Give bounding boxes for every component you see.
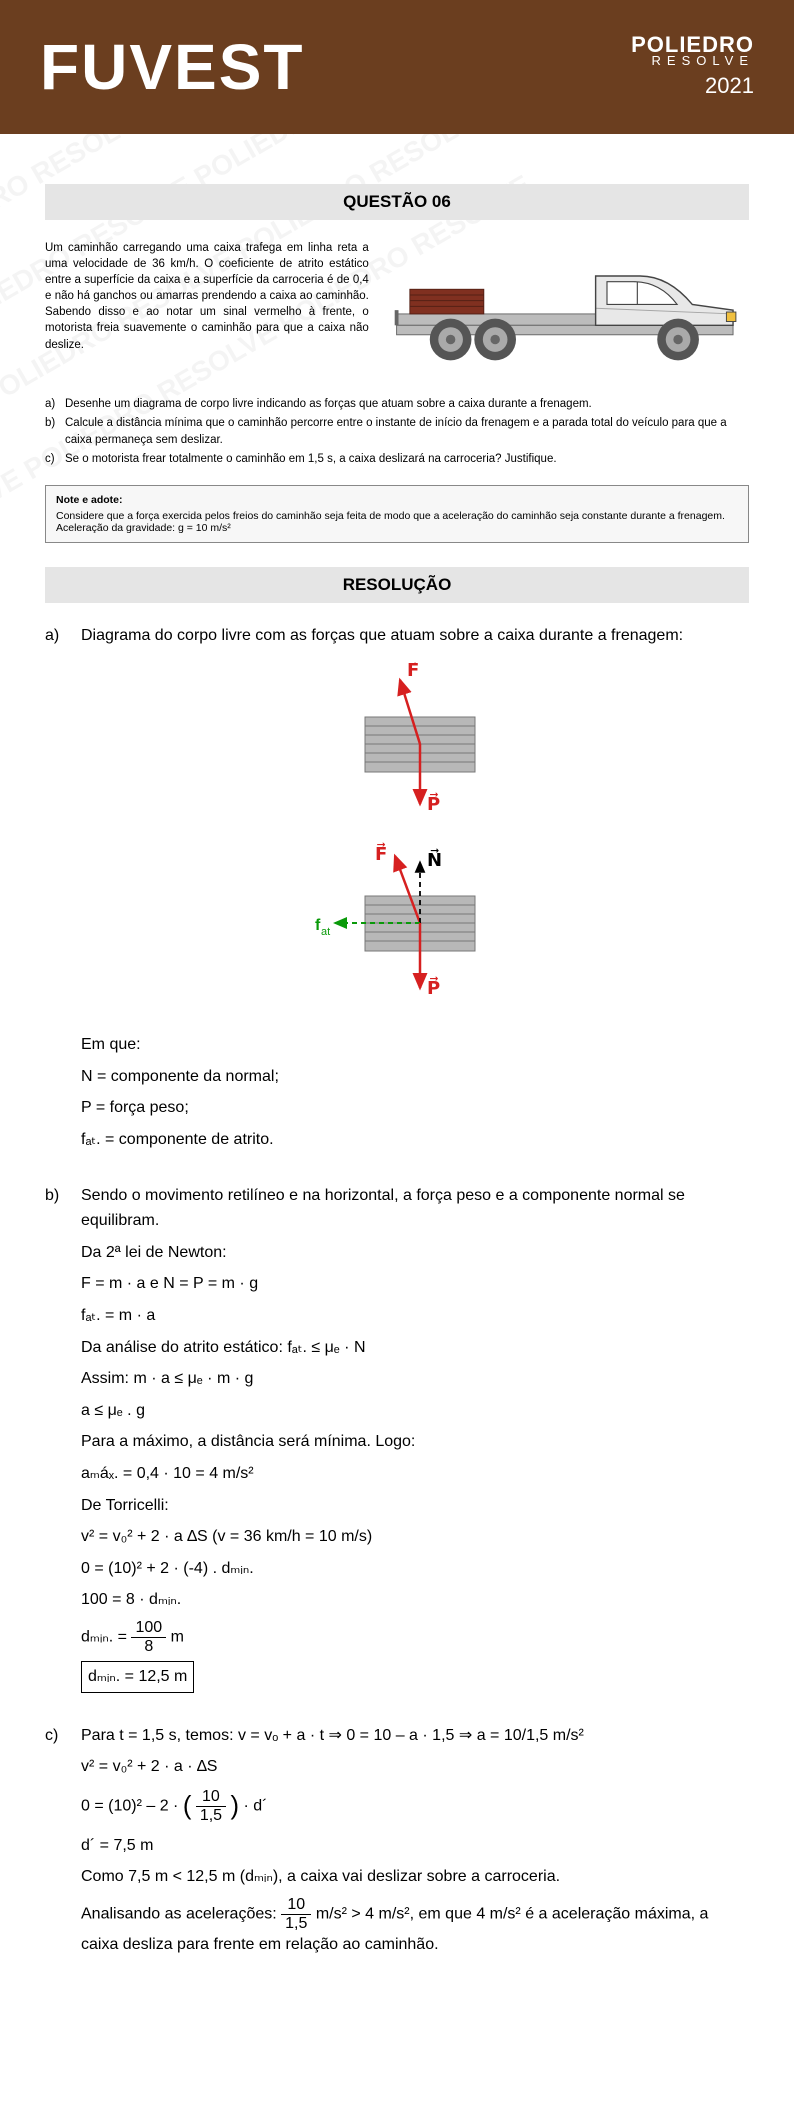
note-box: Note e adote: Considere que a força exer…	[45, 485, 749, 543]
svg-text:N⃗: N⃗	[427, 849, 442, 870]
answer-b-fraction: dₘᵢₙ. = 100 8 m	[81, 1619, 749, 1655]
item-label: b)	[45, 415, 65, 450]
exam-title: FUVEST	[40, 30, 304, 104]
answer-b-line: a ≤ μₑ . g	[81, 1398, 749, 1424]
brand-block: POLIEDRO RESOLVE 2021	[631, 35, 754, 100]
answer-a-legend: Em que: N = componente da normal; P = fo…	[81, 1032, 749, 1152]
answer-label: a)	[45, 623, 67, 1159]
question-item: c) Se o motorista frear totalmente o cam…	[45, 451, 749, 468]
answer-c-line: Como 7,5 m < 12,5 m (dₘᵢₙ), a caixa vai …	[81, 1864, 749, 1890]
answer-c-line: v² = v₀² + 2 · a · ∆S	[81, 1754, 749, 1780]
answer-b-line: 100 = 8 · dₘᵢₙ.	[81, 1587, 749, 1613]
question-items: a) Desenhe um diagrama de corpo livre in…	[45, 396, 749, 469]
note-title: Note e adote:	[56, 494, 738, 506]
answer-b-line: v² = v₀² + 2 · a ∆S (v = 36 km/h = 10 m/…	[81, 1524, 749, 1550]
answer-c-line: d´ = 7,5 m	[81, 1833, 749, 1859]
free-body-diagrams: F⃗ P⃗	[81, 662, 749, 1008]
svg-text:F⃗: F⃗	[375, 843, 387, 864]
item-text: Calcule a distância mínima que o caminhã…	[65, 415, 749, 450]
answer-b-result: dₘᵢₙ. = 12,5 m	[81, 1661, 194, 1693]
truck-illustration	[389, 240, 749, 378]
item-label: a)	[45, 396, 65, 413]
legend-line: P = força peso;	[81, 1095, 749, 1121]
answer-b-line: Para a máximo, a distância será mínima. …	[81, 1429, 749, 1455]
answer-b-line: Sendo o movimento retilíneo e na horizon…	[81, 1183, 749, 1234]
question-item: a) Desenhe um diagrama de corpo livre in…	[45, 396, 749, 413]
question-intro-row: Um caminhão carregando uma caixa trafega…	[45, 240, 749, 378]
answer-b-line: F = m · a e N = P = m · g	[81, 1271, 749, 1297]
svg-text:F⃗: F⃗	[407, 662, 419, 680]
answer-b: b) Sendo o movimento retilíneo e na hori…	[45, 1183, 749, 1699]
answer-b-line: 0 = (10)² + 2 · (-4) . dₘᵢₙ.	[81, 1556, 749, 1582]
brand-top: POLIEDRO	[631, 35, 754, 55]
item-text: Desenhe um diagrama de corpo livre indic…	[65, 396, 592, 413]
answer-b-line: Assim: m · a ≤ μₑ · m · g	[81, 1366, 749, 1392]
brand-year: 2021	[631, 73, 754, 99]
legend-title: Em que:	[81, 1032, 749, 1058]
answer-c-fraction-line: 0 = (10)² – 2 · ( 10 1,5 ) · d´	[81, 1786, 749, 1827]
svg-text:P⃗: P⃗	[427, 977, 440, 998]
page-header: FUVEST POLIEDRO RESOLVE 2021	[0, 0, 794, 134]
answer-a-intro: Diagrama do corpo livre com as forças qu…	[81, 623, 749, 649]
answer-b-line: aₘáₓ. = 0,4 · 10 = 4 m/s²	[81, 1461, 749, 1487]
question-item: b) Calcule a distância mínima que o cami…	[45, 415, 749, 450]
svg-text:at: at	[321, 926, 330, 938]
answer-a: a) Diagrama do corpo livre com as forças…	[45, 623, 749, 1159]
item-text: Se o motorista frear totalmente o caminh…	[65, 451, 557, 468]
answer-c-analise: Analisando as acelerações: 10 1,5 m/s² >…	[81, 1896, 749, 1958]
item-label: c)	[45, 451, 65, 468]
answer-b-line: fₐₜ. = m · a	[81, 1303, 749, 1329]
answer-c-line: Para t = 1,5 s, temos: v = vₒ + a · t ⇒ …	[81, 1723, 749, 1749]
answer-c: c) Para t = 1,5 s, temos: v = vₒ + a · t…	[45, 1723, 749, 1964]
answer-label: b)	[45, 1183, 67, 1699]
svg-text:P⃗: P⃗	[427, 793, 440, 814]
legend-line: N = componente da normal;	[81, 1064, 749, 1090]
note-body: Considere que a força exercida pelos fre…	[56, 510, 738, 534]
answer-b-line: De Torricelli:	[81, 1493, 749, 1519]
answer-b-line: Da análise do atrito estático: fₐₜ. ≤ μₑ…	[81, 1335, 749, 1361]
legend-line: fₐₜ. = componente de atrito.	[81, 1127, 749, 1153]
answer-b-line: Da 2ª lei de Newton:	[81, 1240, 749, 1266]
resolution-section-title: RESOLUÇÃO	[45, 567, 749, 603]
question-intro-text: Um caminhão carregando uma caixa trafega…	[45, 240, 369, 378]
question-section-title: QUESTÃO 06	[45, 184, 749, 220]
answer-label: c)	[45, 1723, 67, 1964]
